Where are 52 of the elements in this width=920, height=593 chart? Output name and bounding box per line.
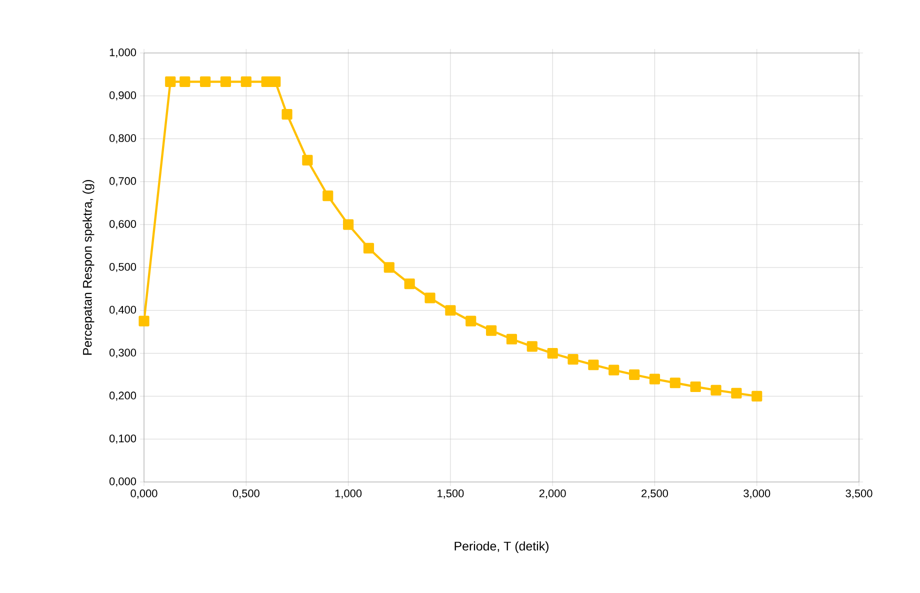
point (165, 76, 176, 88)
point (466, 316, 476, 326)
point (670, 378, 680, 388)
x-tick-label: 2,500 (642, 490, 668, 499)
x-tick-label: 0,500 (232, 490, 260, 499)
y-tick-label: 0,700 (109, 177, 136, 186)
x-tick-label: 2,000 (539, 490, 566, 499)
point (628, 369, 640, 380)
y-tick-label: 0,900 (109, 91, 136, 100)
point (608, 364, 620, 376)
point (568, 354, 578, 365)
point (322, 190, 334, 202)
x-tick-label: 1,000 (335, 490, 362, 499)
point (526, 341, 538, 352)
y-tick-label: 0,000 (109, 477, 136, 487)
point (424, 292, 436, 304)
x-tick-label: 1,500 (438, 490, 464, 499)
point (752, 390, 762, 402)
point (710, 384, 722, 396)
point (547, 348, 558, 359)
y-tick-label: 0,800 (109, 134, 136, 144)
y-tick-label: 0,400 (109, 306, 136, 315)
point (384, 262, 394, 273)
y-tick-label: 1,000 (110, 48, 136, 58)
point (200, 76, 211, 88)
x-tick-label: 0,000 (130, 490, 158, 499)
y-axis-title: Percepatan Respon spektra, (g) (82, 180, 94, 355)
point (282, 109, 292, 120)
x-axis-title: Periode, T (detik) (454, 541, 548, 553)
point (363, 242, 374, 254)
point (138, 316, 150, 326)
y-tick-label: 0,100 (109, 434, 136, 444)
point (445, 305, 456, 316)
point (342, 219, 354, 230)
point (180, 76, 190, 88)
point (649, 374, 660, 384)
point (404, 278, 415, 290)
y-tick-label: 0,600 (109, 220, 136, 230)
point (486, 325, 497, 336)
y-tick-label: 0,300 (109, 348, 136, 358)
point (731, 388, 742, 398)
point (270, 76, 281, 88)
point (506, 334, 518, 344)
point (220, 76, 232, 88)
point (690, 381, 701, 392)
point (302, 154, 313, 166)
y-tick-label: 0,200 (109, 392, 136, 401)
y-tick-label: 0,500 (109, 262, 136, 272)
x-tick-label: 3,500 (846, 490, 872, 499)
point (240, 76, 252, 88)
point (588, 360, 599, 370)
x-tick-label: 3,000 (744, 490, 770, 499)
